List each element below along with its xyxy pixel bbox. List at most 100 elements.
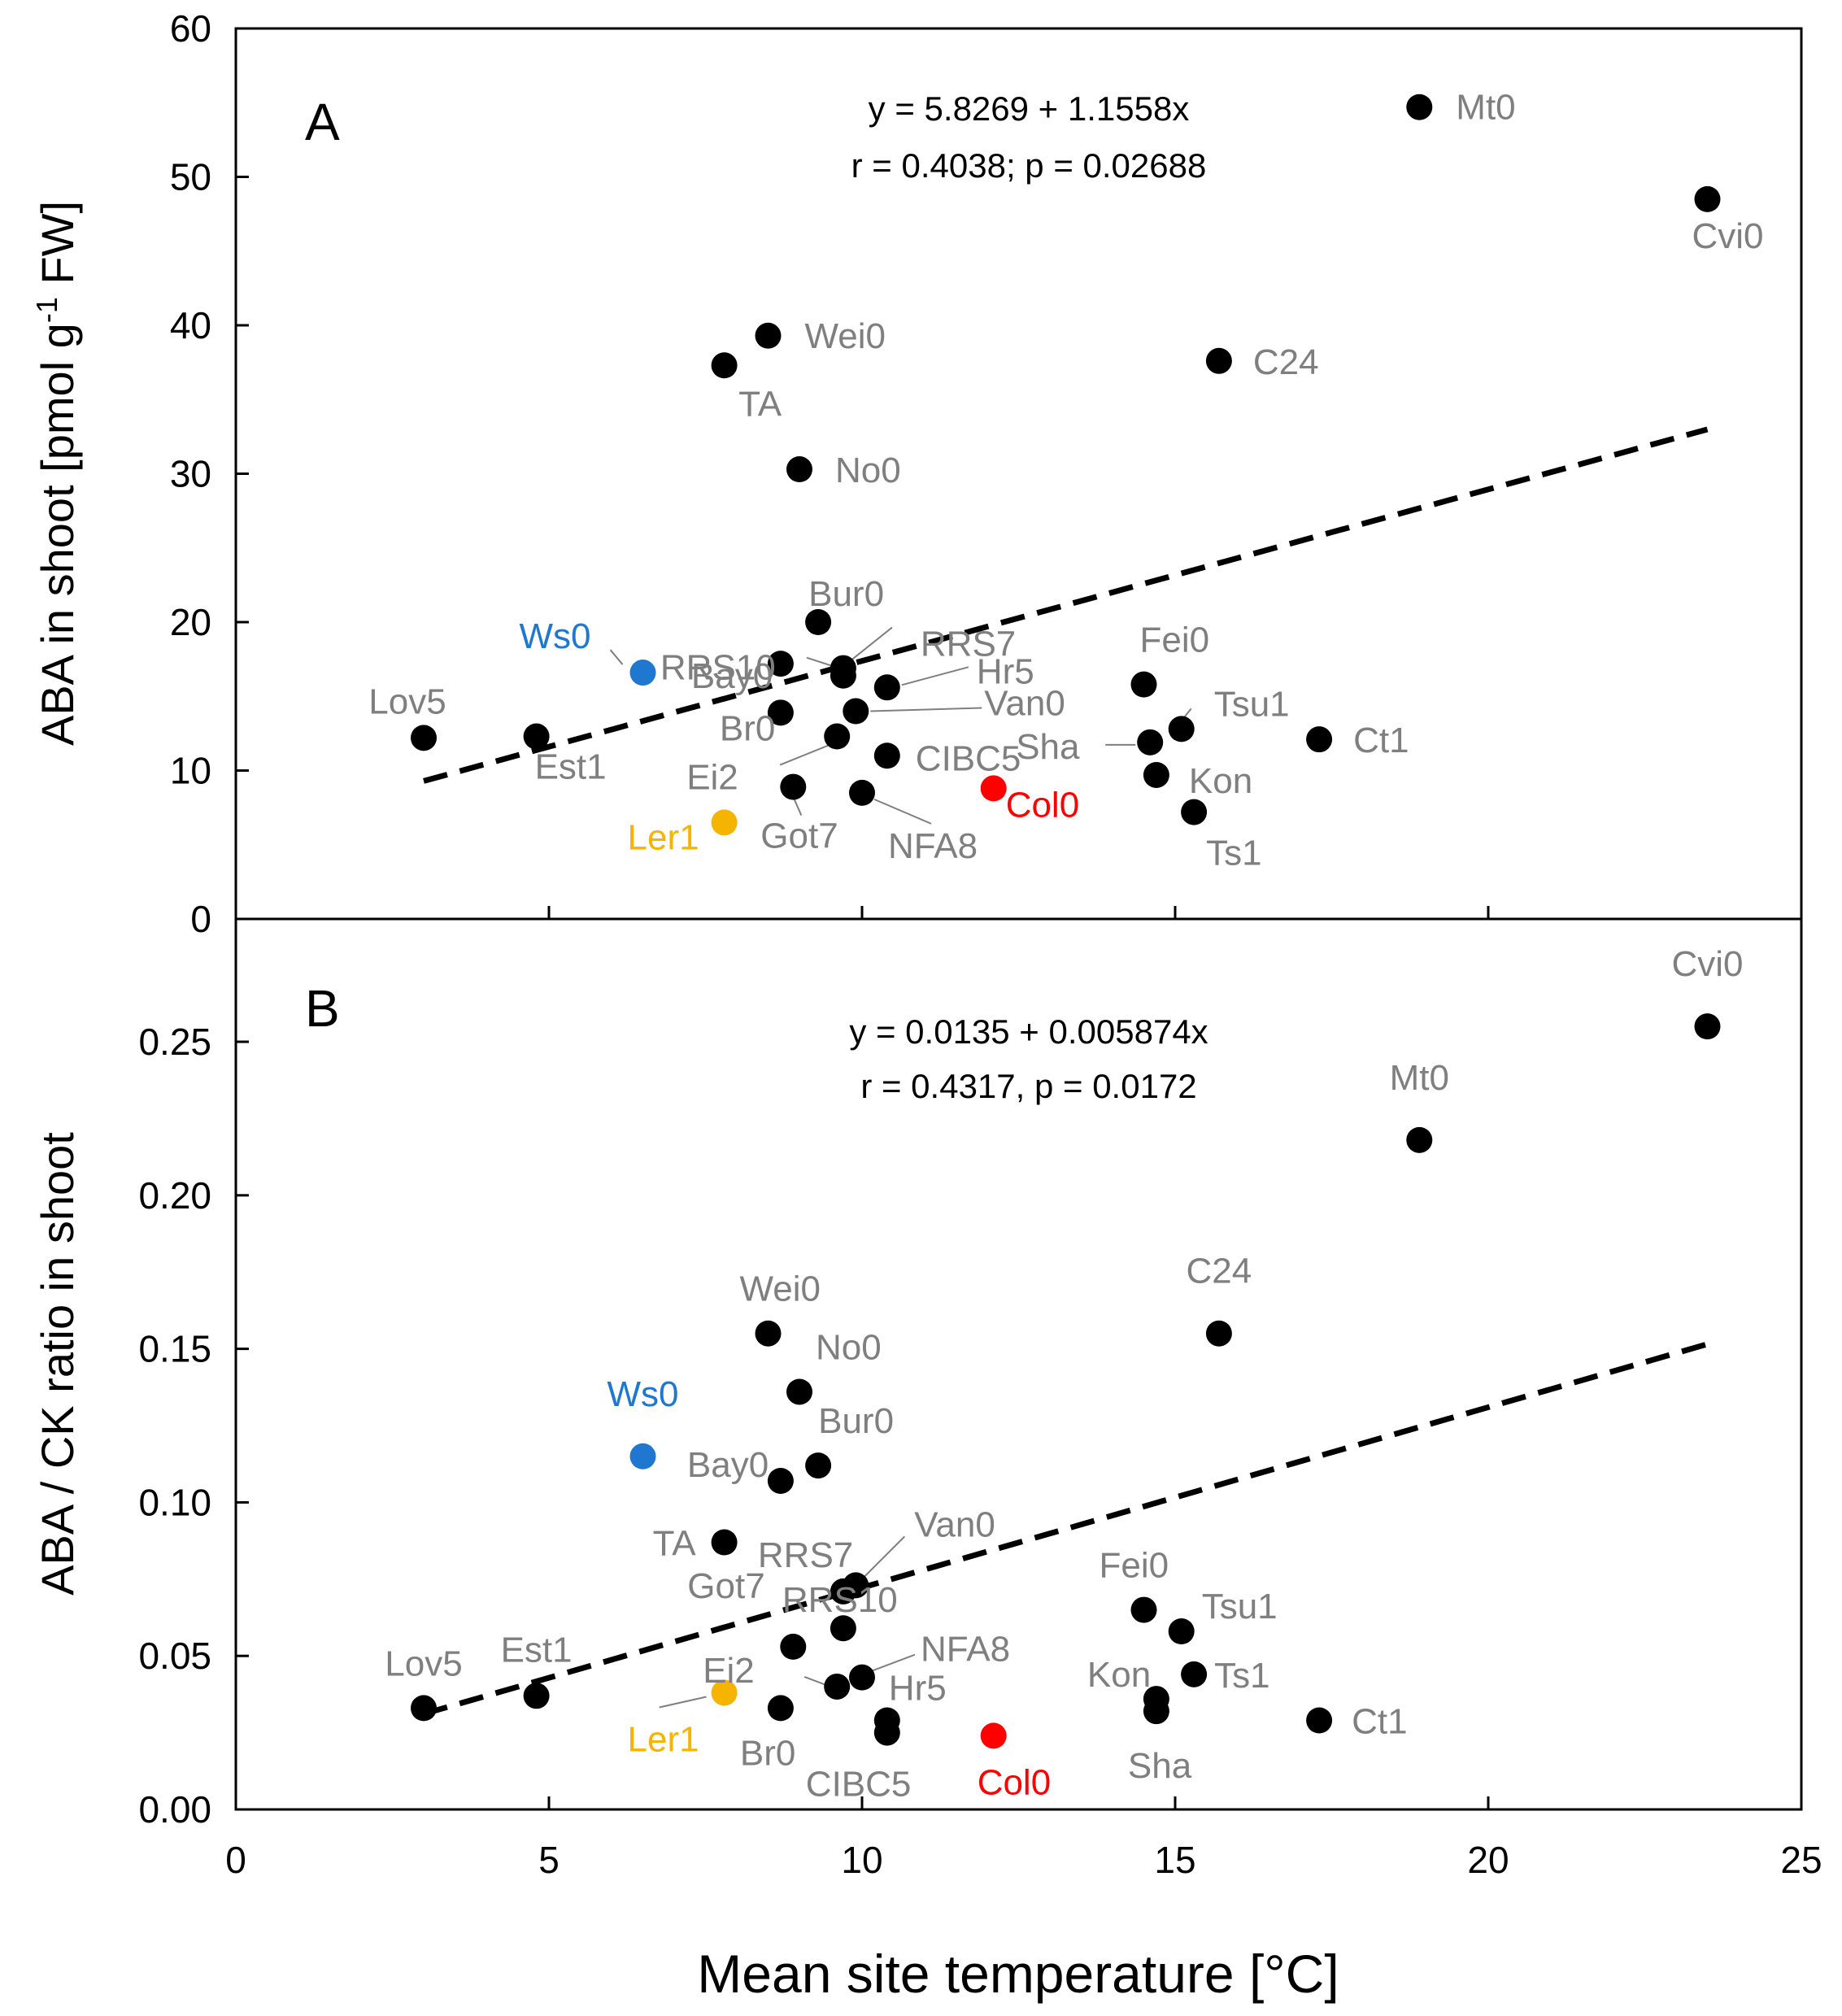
panel-b-point-ei2 bbox=[824, 1673, 851, 1700]
panel-b-y-tick-label: 0.15 bbox=[138, 1328, 211, 1370]
panel-b-frame bbox=[234, 917, 1803, 1811]
panel-a-leader-rrs7 bbox=[851, 626, 893, 661]
panel-a-label-fei0: Fei0 bbox=[1140, 620, 1210, 660]
panel-a-point-bay0 bbox=[767, 651, 794, 677]
panel-a-point-tsu1 bbox=[1168, 716, 1195, 742]
panel-a-point-no0 bbox=[786, 456, 812, 483]
x-axis-title: Mean site temperature [°C] bbox=[697, 1944, 1339, 2004]
panel-a-label-ws0: Ws0 bbox=[520, 616, 591, 656]
panel-a-leader-ei2 bbox=[779, 743, 831, 766]
panel-a-equation: y = 5.8269 + 1.1558x bbox=[869, 89, 1190, 128]
panel-b-label-col0: Col0 bbox=[978, 1762, 1052, 1802]
panel-a-label-mt0: Mt0 bbox=[1456, 88, 1515, 128]
panel-b-leader-van0 bbox=[861, 1535, 906, 1580]
panel-a-label-cibc5: CIBC5 bbox=[916, 738, 1021, 778]
panel-b-point-tsu1 bbox=[1168, 1618, 1195, 1644]
panel-b-point-lov5 bbox=[411, 1695, 437, 1722]
panel-a-letter: A bbox=[305, 93, 340, 151]
panel-a-label-got7: Got7 bbox=[760, 816, 838, 856]
panel-a-point-ws0 bbox=[629, 660, 656, 686]
panel-a-label-tsu1: Tsu1 bbox=[1214, 684, 1290, 724]
panel-a-label-rrs7: RRS7 bbox=[921, 625, 1016, 664]
panel-b-label-no0: No0 bbox=[816, 1327, 882, 1367]
panel-b-point-rrs10 bbox=[830, 1615, 856, 1642]
panel-a-label-kon: Kon bbox=[1189, 761, 1252, 801]
panel-b-y-axis: 0.00 0.05 0.10 0.15 0.20 0.25 bbox=[138, 1021, 249, 1831]
panel-b-point-labels: Lov5 Est1 Ws0 Ler1 TA Wei0 Bay0 Br0 Got7 No0 Bur0 E… bbox=[385, 944, 1743, 1804]
panel-b-point-col0 bbox=[980, 1722, 1007, 1749]
panel-a-point-rrs7 bbox=[830, 655, 856, 681]
panel-b-point-bur0 bbox=[805, 1452, 832, 1479]
panel-b-label-est1: Est1 bbox=[501, 1630, 573, 1670]
panel-b-equation: y = 0.0135 + 0.005874x bbox=[849, 1012, 1208, 1051]
panel-a-point-ler1 bbox=[711, 809, 738, 836]
panel-b-label-ts1: Ts1 bbox=[1214, 1656, 1269, 1696]
panel-b-point-kon bbox=[1143, 1686, 1169, 1713]
panel-a-leader-lines bbox=[609, 626, 1192, 825]
panel-a-label-bur0: Bur0 bbox=[808, 574, 884, 614]
panel-b-point-br0 bbox=[767, 1695, 794, 1722]
panel-a-y-tick-label: 50 bbox=[170, 156, 211, 198]
panel-b-label-cvi0: Cvi0 bbox=[1671, 944, 1743, 984]
panel-a-point-cibc5 bbox=[873, 742, 900, 769]
panel-a-point-lov5 bbox=[411, 725, 437, 751]
panel-a-label-br0: Br0 bbox=[720, 708, 775, 748]
panel-b-label-cibc5: CIBC5 bbox=[806, 1765, 912, 1805]
panel-a-point-cvi0 bbox=[1694, 185, 1721, 212]
panel-b-label-ct1: Ct1 bbox=[1352, 1702, 1407, 1742]
panel-a-point-ei2 bbox=[824, 723, 851, 750]
panel-b-label-ei2: Ei2 bbox=[703, 1651, 755, 1691]
panel-a-y-tick-label: 10 bbox=[170, 750, 211, 792]
panel-b-point-ts1 bbox=[1181, 1661, 1208, 1687]
x-tick-label: 20 bbox=[1467, 1839, 1509, 1881]
panel-a-point-c24 bbox=[1205, 347, 1232, 374]
panel-b-y-tick-label: 0.10 bbox=[138, 1481, 211, 1523]
panel-b-point-mt0 bbox=[1406, 1126, 1433, 1153]
panel-a-points bbox=[411, 94, 1721, 836]
panel-b-label-rrs10: RRS10 bbox=[782, 1580, 898, 1620]
panel-a-leader-van0 bbox=[870, 707, 982, 712]
panel-b-label-lov5: Lov5 bbox=[385, 1644, 462, 1683]
panel-b-label-van0: Van0 bbox=[914, 1504, 995, 1544]
panel-b-label-br0: Br0 bbox=[740, 1733, 795, 1773]
panel-a-leader-hr5 bbox=[901, 666, 969, 686]
panel-a: A y = 5.8269 + 1.1558x r = 0.4038; p = 0… bbox=[30, 7, 1803, 940]
panel-a-point-got7 bbox=[780, 773, 807, 800]
panel-a-label-est1: Est1 bbox=[535, 747, 607, 787]
panel-a-label-van0: Van0 bbox=[984, 684, 1065, 724]
panel-a-trendline-group bbox=[423, 426, 1709, 784]
panel-b-y-axis-title: ABA / CK ratio in shoot bbox=[32, 1132, 83, 1596]
panel-a-point-est1 bbox=[523, 723, 550, 750]
panel-a-point-col0 bbox=[980, 775, 1007, 802]
panel-b-label-hr5: Hr5 bbox=[889, 1669, 947, 1709]
panel-a-leader-nfa8 bbox=[873, 798, 932, 825]
panel-a-y-tick-label: 0 bbox=[190, 898, 211, 940]
panel-b-point-no0 bbox=[786, 1378, 812, 1405]
panel-b-point-bay0 bbox=[767, 1467, 794, 1494]
panel-a-leader-ws0 bbox=[609, 649, 624, 665]
panel-b-label-got7: Got7 bbox=[687, 1566, 764, 1606]
panel-a-label-ct1: Ct1 bbox=[1353, 721, 1409, 760]
panel-a-label-ler1: Ler1 bbox=[628, 817, 699, 857]
panel-b-point-fei0 bbox=[1130, 1596, 1157, 1623]
panel-b-stats: r = 0.4317, p = 0.0172 bbox=[860, 1067, 1196, 1105]
x-axis: 0 5 10 15 20 25 bbox=[225, 906, 1822, 1881]
panel-b-y-tick-label: 0.00 bbox=[138, 1788, 211, 1831]
panel-b-point-van0 bbox=[843, 1572, 869, 1599]
panel-a-stats: r = 0.4038; p = 0.02688 bbox=[851, 146, 1207, 185]
panel-b-label-bay0: Bay0 bbox=[687, 1445, 769, 1485]
panel-b: B y = 0.0135 + 0.005874x r = 0.4317, p =… bbox=[32, 917, 1803, 1831]
panel-a-label-no0: No0 bbox=[835, 451, 901, 490]
x-tick-label: 0 bbox=[225, 1839, 246, 1881]
panel-a-label-lov5: Lov5 bbox=[368, 681, 446, 721]
panel-b-points bbox=[411, 1013, 1721, 1749]
panel-a-point-ct1 bbox=[1306, 726, 1333, 753]
panel-a-label-hr5: Hr5 bbox=[977, 651, 1034, 691]
panel-b-point-got7 bbox=[780, 1633, 807, 1660]
panel-b-leader-ler1 bbox=[659, 1696, 707, 1709]
panel-b-leader-nfa8 bbox=[871, 1653, 916, 1672]
panel-b-label-bur0: Bur0 bbox=[818, 1401, 894, 1441]
panel-b-letter: B bbox=[305, 979, 340, 1038]
panel-b-label-nfa8: NFA8 bbox=[921, 1630, 1010, 1670]
